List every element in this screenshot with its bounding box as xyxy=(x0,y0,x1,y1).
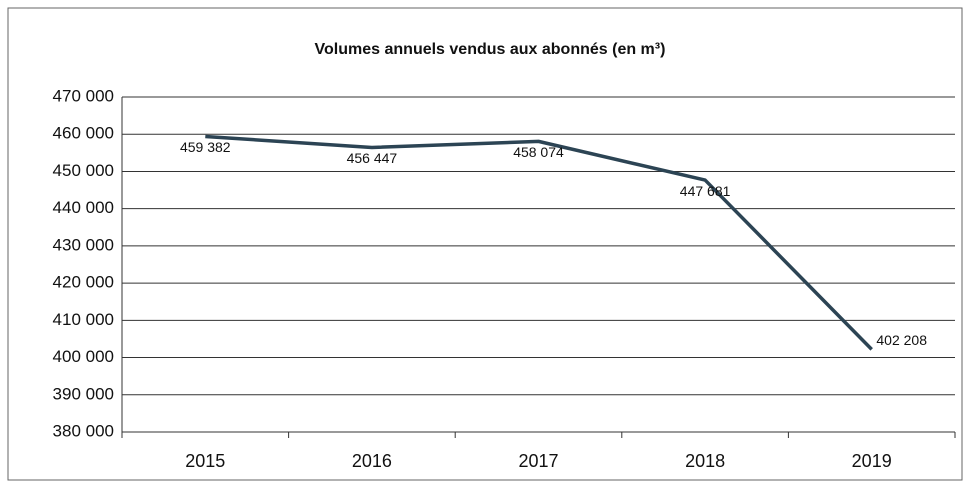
x-tick-label: 2016 xyxy=(352,451,392,471)
chart-frame xyxy=(7,7,963,481)
x-tick-label: 2018 xyxy=(685,451,725,471)
data-line xyxy=(205,134,873,351)
y-tick-label: 460 000 xyxy=(53,124,114,143)
data-label: 456 447 xyxy=(347,150,398,166)
x-tick-label: 2015 xyxy=(185,451,225,471)
data-label: 458 074 xyxy=(513,144,564,160)
y-tick-label: 440 000 xyxy=(53,198,114,217)
y-tick-label: 450 000 xyxy=(53,161,114,180)
y-tick-label: 390 000 xyxy=(53,384,114,403)
y-tick-label: 420 000 xyxy=(53,273,114,292)
y-tick-label: 410 000 xyxy=(53,310,114,329)
y-tick-label: 470 000 xyxy=(53,86,114,105)
chart-title: Volumes annuels vendus aux abonnés (en m… xyxy=(315,41,666,58)
x-tick-label: 2017 xyxy=(518,451,558,471)
y-tick-label: 380 000 xyxy=(53,421,114,440)
y-tick-label: 400 000 xyxy=(53,347,114,366)
data-label: 447 681 xyxy=(680,183,731,199)
x-tick-label: 2019 xyxy=(852,451,892,471)
y-tick-label: 430 000 xyxy=(53,235,114,254)
data-label: 402 208 xyxy=(876,332,927,348)
data-label: 459 382 xyxy=(180,139,231,155)
